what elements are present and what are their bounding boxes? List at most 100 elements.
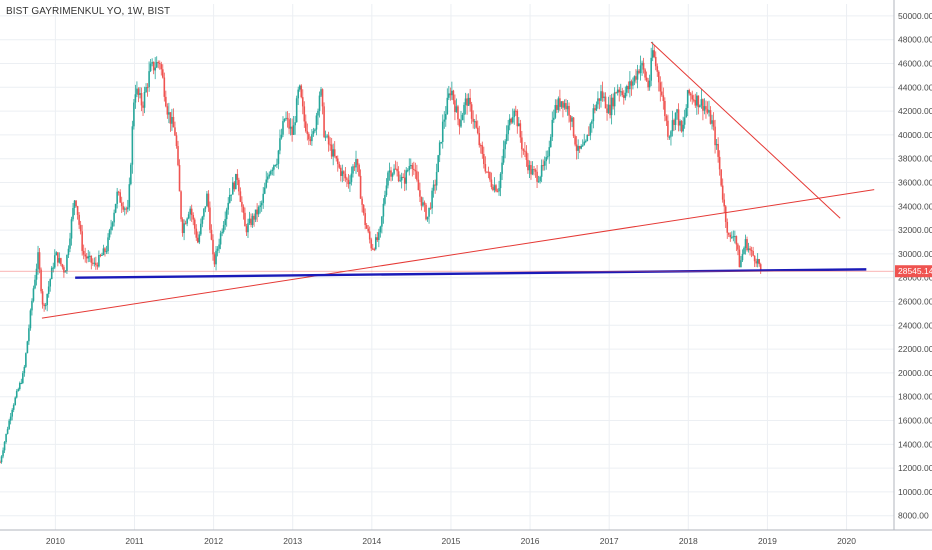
x-tick-label: 2013 [283,536,302,546]
candle-body [417,179,420,191]
candle-body [346,178,348,180]
candle-body [715,143,718,146]
candle-body [483,153,485,165]
candle-body [81,231,83,251]
candle-body [648,80,651,88]
candle-body [758,259,761,265]
candle-body [344,173,347,179]
candle-body [254,209,257,220]
candle-body [142,105,144,108]
trend-lines-layer [0,41,894,319]
candle-body [478,133,481,146]
candle-body [518,123,520,127]
candle-body [256,209,258,215]
candle-body [560,101,563,107]
candle-body [577,146,579,151]
candle-body [399,180,401,182]
candle-body [314,129,316,132]
candle-body [738,249,741,268]
candle-body [385,185,388,196]
candle-body [670,131,672,137]
candle-body [85,256,88,259]
candle-body [52,267,55,269]
candle-body [595,104,598,111]
candle-body [263,187,266,194]
candle-body [308,134,310,140]
candle-body [554,105,557,118]
candle-body [499,173,502,189]
candle-body [448,93,450,98]
candle-body [706,109,709,113]
candle-body [467,97,470,106]
candle-body [163,77,166,97]
candle-body [279,138,281,151]
candle-body [262,193,265,203]
candle-body [96,264,99,267]
candle-body [11,409,13,417]
candle-body [99,255,102,257]
candle-body [327,135,330,145]
candle-body [446,97,449,114]
candle-body [557,98,560,110]
candle-body [565,103,567,110]
candle-body [2,450,4,457]
candle-body [461,114,464,121]
candle-body [712,120,715,127]
candle-body [247,223,249,233]
candle-body [724,206,727,222]
candle-body [470,104,473,119]
candle-body [271,169,274,172]
candle-body [3,441,6,451]
candle-body [343,171,345,174]
candle-body [743,247,745,255]
candle-body [510,118,513,123]
candle-body [426,216,429,220]
candle-body [207,193,210,208]
candle-body [204,206,207,209]
candle-body [245,226,248,233]
candle-body [657,71,660,83]
candle-body [574,136,576,145]
candle-body [613,92,616,107]
candle-body [201,216,204,224]
candle-body [353,166,356,168]
candle-body [735,236,738,245]
candle-body [729,234,732,238]
y-tick-label: 20000.00 [898,368,932,378]
candle-body [580,145,582,149]
candle-body [686,90,689,108]
candle-body [17,389,20,392]
candle-body [539,176,541,182]
candle-body [534,169,537,172]
candle-body [376,237,379,240]
y-tick-label: 42000.00 [898,106,932,116]
candle-body [397,171,400,181]
candle-body [239,191,242,202]
y-tick-label: 46000.00 [898,59,932,69]
candle-body [195,228,198,238]
candle-body [265,179,268,188]
candle-body [479,145,482,147]
y-tick-label: 18000.00 [898,392,932,402]
candle-body [676,109,678,113]
candle-body [175,135,178,147]
candle-body [365,225,368,229]
candle-body [394,168,397,170]
candle-body [12,404,15,410]
candle-body [641,62,643,66]
candle-body [543,161,546,166]
candle-body [210,229,213,240]
candle-body [193,219,196,229]
candle-body [257,207,260,215]
candle-body [338,164,341,168]
candle-body [434,184,436,186]
y-tick-label: 26000.00 [898,297,932,307]
candle-body [665,116,668,121]
candle-body [305,121,307,132]
candle-body [198,234,201,243]
candle-body [387,172,389,186]
candle-body [714,126,716,146]
x-tick-label: 2020 [837,536,856,546]
candle-body [235,173,237,190]
candle-body [594,108,596,111]
